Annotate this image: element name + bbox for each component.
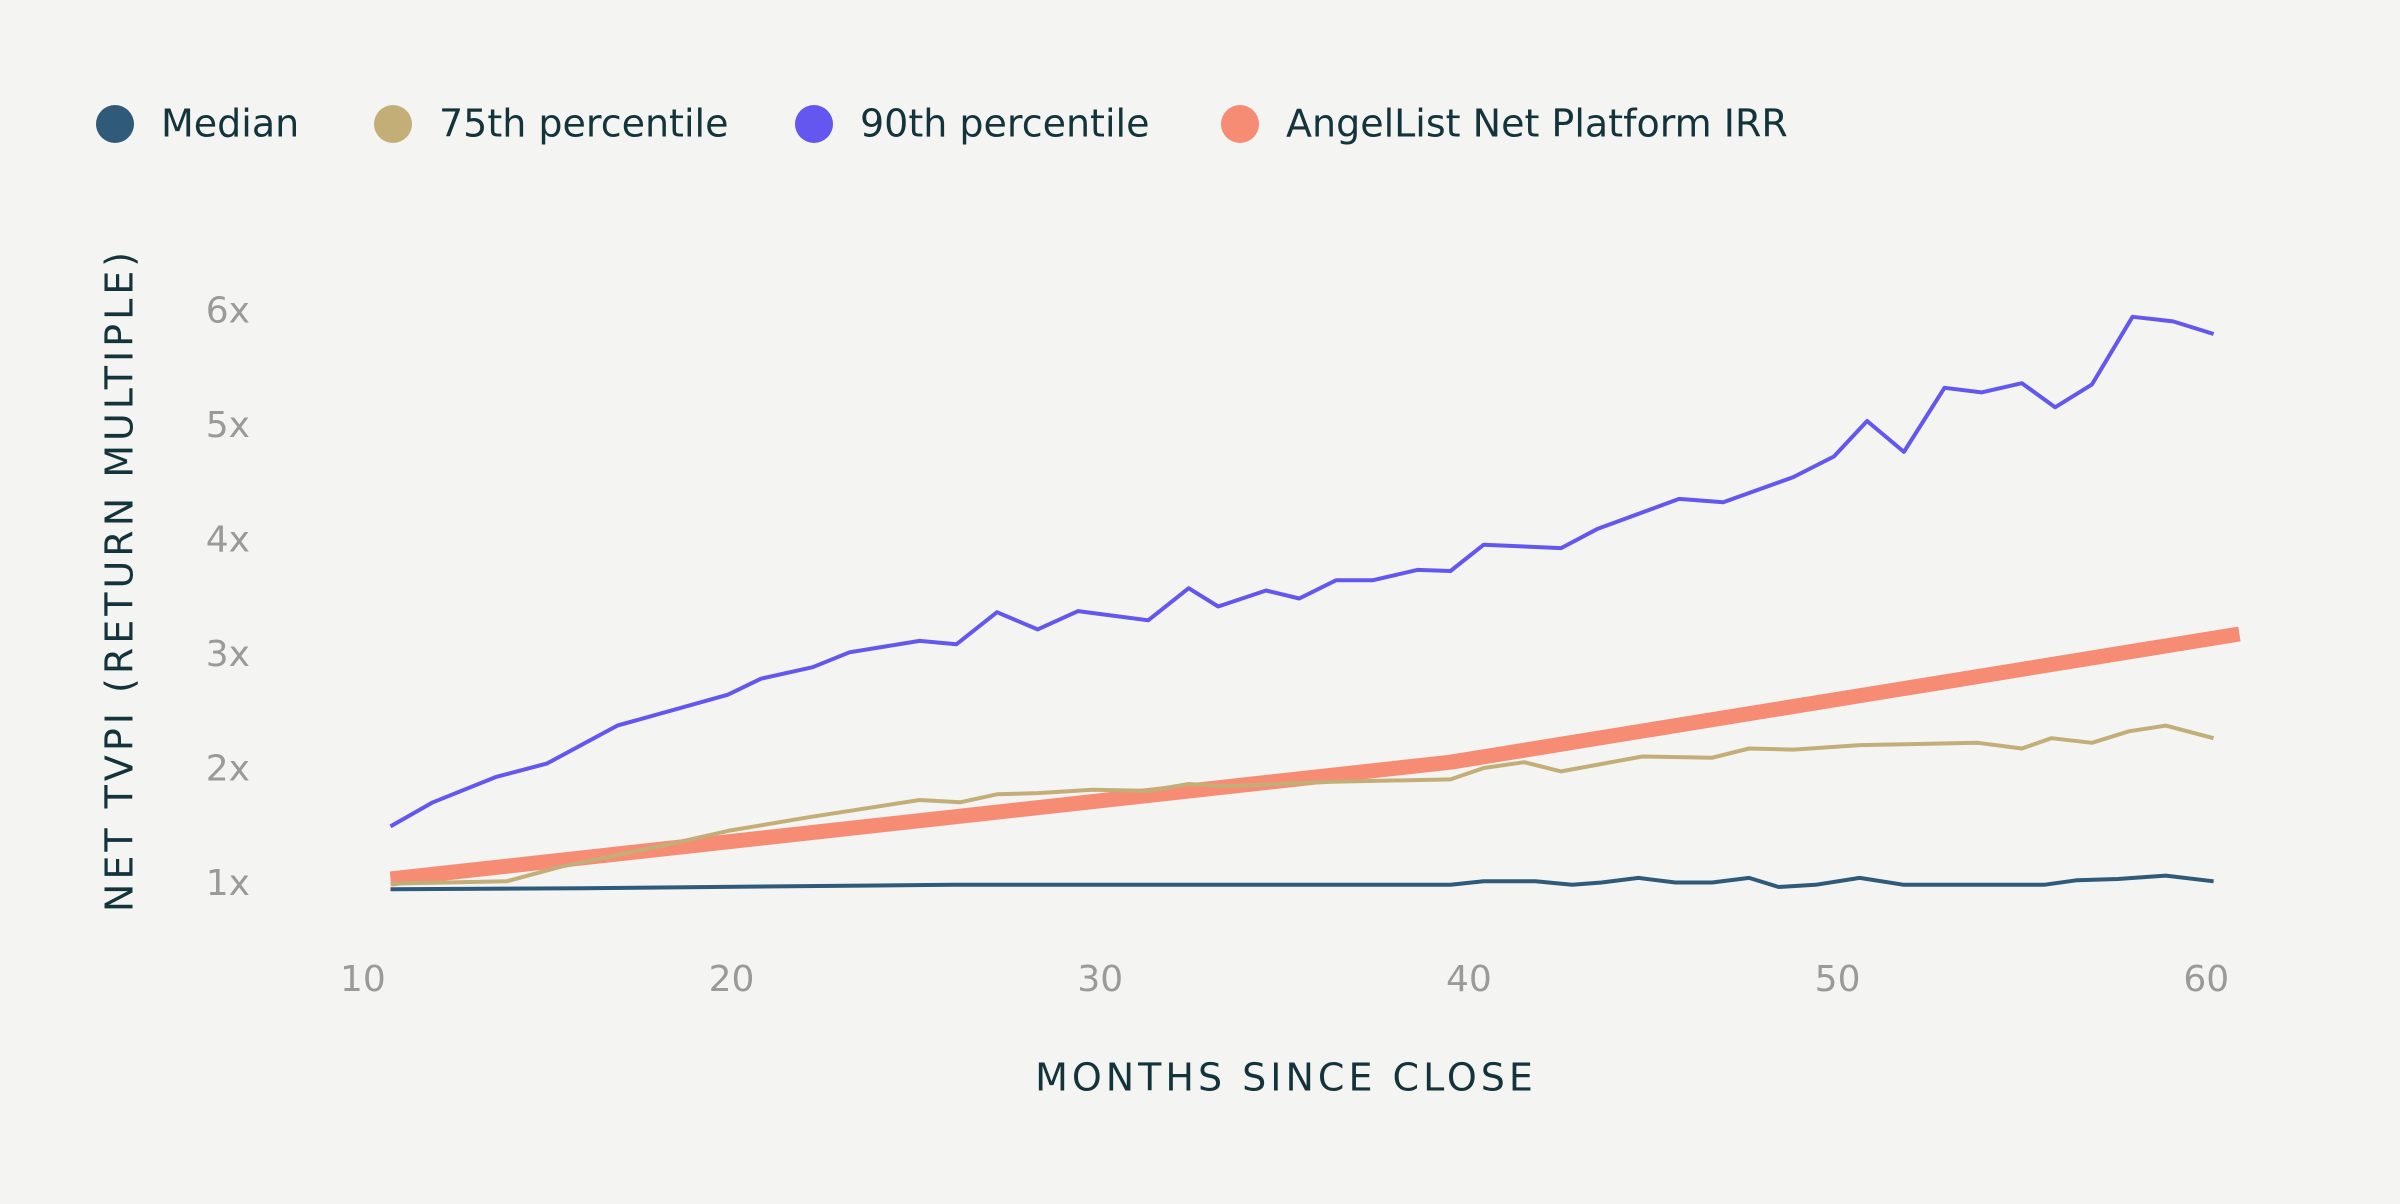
series-line [389,314,2215,829]
legend-label: 90th percentile [860,102,1149,146]
y-axis-title: NET TVPI (RETURN MULTIPLE) [98,248,142,912]
legend-label: AngelList Net Platform IRR [1286,102,1788,146]
x-tick-label: 50 [1815,959,1861,1000]
x-axis-title: MONTHS SINCE CLOSE [1035,1056,1537,1100]
series-line [390,723,2215,886]
x-tick-label: 60 [2183,959,2229,1000]
legend-marker [1221,105,1259,143]
y-tick-label: 3x [206,634,250,675]
y-tick-label: 1x [206,863,250,904]
x-tick-label: 10 [340,959,386,1000]
x-tick-label: 30 [1077,959,1123,1000]
series-line [389,626,2241,887]
legend-marker [795,105,833,143]
y-tick-label: 2x [206,748,250,789]
y-tick-label: 4x [206,519,250,560]
series-line [390,873,2214,892]
legend-label: Median [161,102,299,146]
legend-marker [96,105,134,143]
y-tick-label: 5x [206,405,250,446]
x-tick-label: 20 [709,959,755,1000]
legend-label: 75th percentile [439,102,728,146]
x-tick-label: 40 [1446,959,1492,1000]
y-tick-label: 6x [206,290,250,331]
legend-marker [374,105,412,143]
